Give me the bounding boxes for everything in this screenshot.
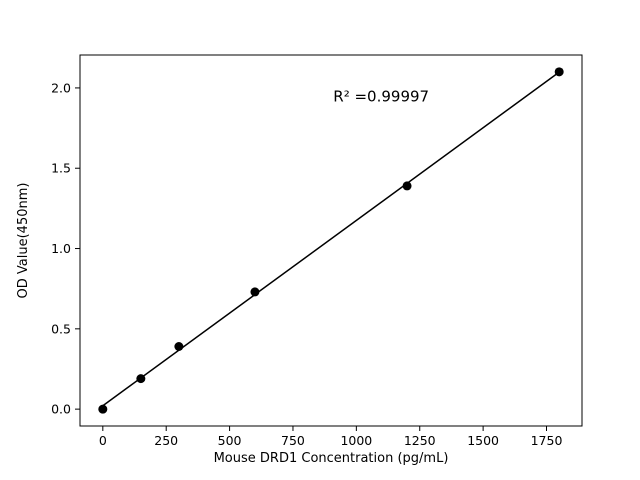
- axes-box: [79, 54, 583, 427]
- y-tick-label: 0.5: [51, 321, 71, 336]
- data-point: [250, 287, 260, 297]
- data-point: [136, 374, 146, 384]
- x-tick-label: 500: [218, 433, 242, 448]
- x-tick-label: 1500: [467, 433, 499, 448]
- y-tick-label: 2.0: [51, 80, 71, 95]
- x-tick-label: 1000: [340, 433, 372, 448]
- y-tick-label: 0.0: [51, 402, 71, 417]
- fit-line: [102, 71, 560, 407]
- data-point: [554, 67, 564, 77]
- x-tick-label: 0: [99, 433, 107, 448]
- x-tick-label: 1250: [404, 433, 436, 448]
- y-tick-label: 1.5: [51, 161, 71, 176]
- y-axis-label: OD Value(450nm): [16, 183, 31, 299]
- data-point: [174, 342, 184, 351]
- data-point: [402, 181, 412, 191]
- y-tick-label: 1.0: [51, 241, 71, 256]
- x-tick-label: 1750: [531, 433, 563, 448]
- data-point: [98, 404, 108, 414]
- r-squared-annotation: R² =0.99997: [333, 87, 429, 105]
- x-tick-label: 750: [281, 433, 305, 448]
- x-tick-label: 250: [154, 433, 178, 448]
- x-axis-label: Mouse DRD1 Concentration (pg/mL): [214, 451, 449, 466]
